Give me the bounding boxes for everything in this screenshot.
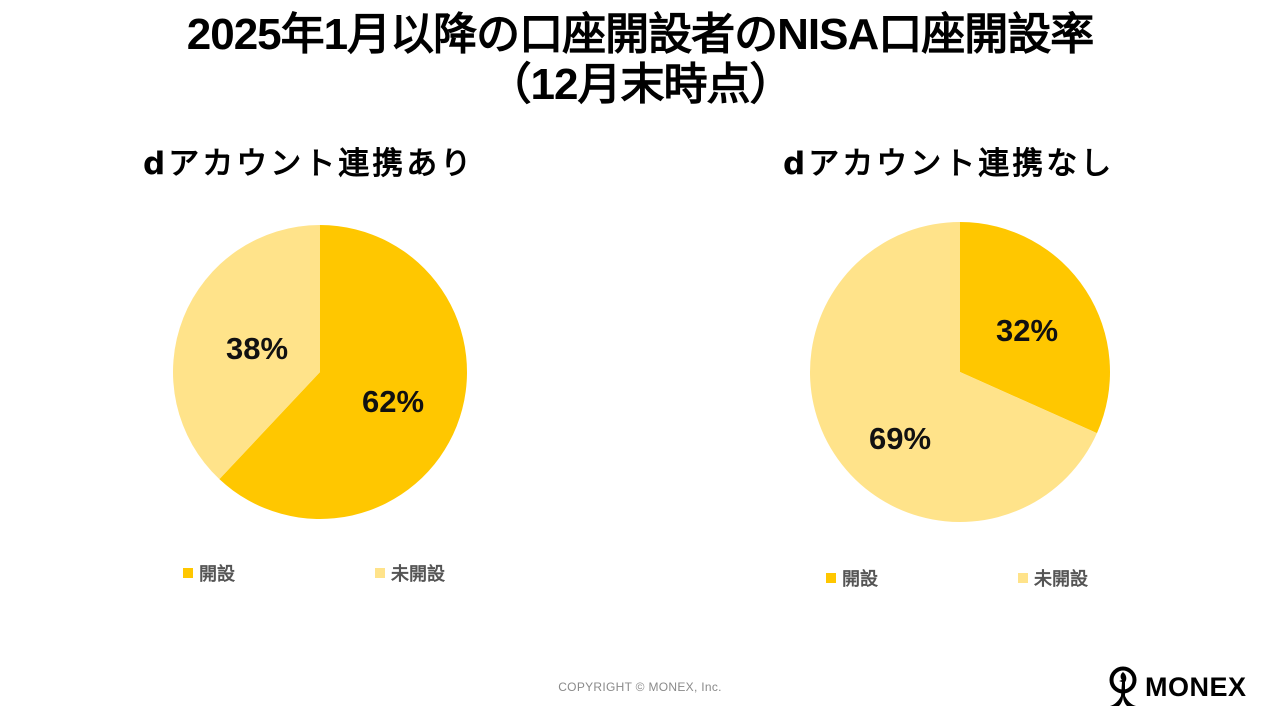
legend-swatch-opened <box>183 568 193 578</box>
monex-logo: MONEX <box>1107 666 1247 708</box>
title-line-2: （12月末時点） <box>487 60 794 109</box>
pie-slice-opened <box>960 222 1110 434</box>
legend-swatch-opened <box>826 573 836 583</box>
title-line-1: 2025年1月以降の口座開設者のNISA口座開設率 <box>186 10 1094 59</box>
pie-slice-opened <box>219 225 467 519</box>
pie-1-label-opened: 62% <box>362 384 424 419</box>
legend-label: 未開設 <box>391 564 445 585</box>
legend-2-not-opened: 未開設 <box>1018 565 1088 591</box>
pie-1-slices <box>173 225 467 519</box>
pie-1-label-not-opened: 38% <box>226 331 288 366</box>
logo-text: MONEX <box>1145 671 1247 702</box>
pie-chart-not-linked: 32% 69% <box>810 222 1110 522</box>
monex-logo-icon <box>1109 666 1137 706</box>
pie-2-label-opened: 32% <box>996 313 1058 348</box>
legend-label: 未開設 <box>1034 569 1088 590</box>
legend-label: 開設 <box>199 564 235 585</box>
chart-1-subtitle: dアカウント連携あり <box>143 146 475 182</box>
pie-slice-not-opened <box>810 222 1097 522</box>
pie-slice-not-opened <box>173 225 320 480</box>
chart-2-subtitle: dアカウント連携なし <box>783 146 1115 182</box>
pie-2-slices <box>810 222 1110 522</box>
legend-2-opened: 開設 <box>826 565 878 591</box>
copyright-text: COPYRIGHT © MONEX, Inc. <box>558 680 722 694</box>
legend-swatch-not-opened <box>1018 573 1028 583</box>
pie-chart-linked: 38% 62% <box>173 225 467 519</box>
legend-label: 開設 <box>842 569 878 590</box>
legend-1-not-opened: 未開設 <box>375 560 445 586</box>
page-title: 2025年1月以降の口座開設者のNISA口座開設率 （12月末時点） <box>0 10 1280 110</box>
legend-1-opened: 開設 <box>183 560 235 586</box>
pie-2-label-not-opened: 69% <box>869 421 931 456</box>
legend-swatch-not-opened <box>375 568 385 578</box>
